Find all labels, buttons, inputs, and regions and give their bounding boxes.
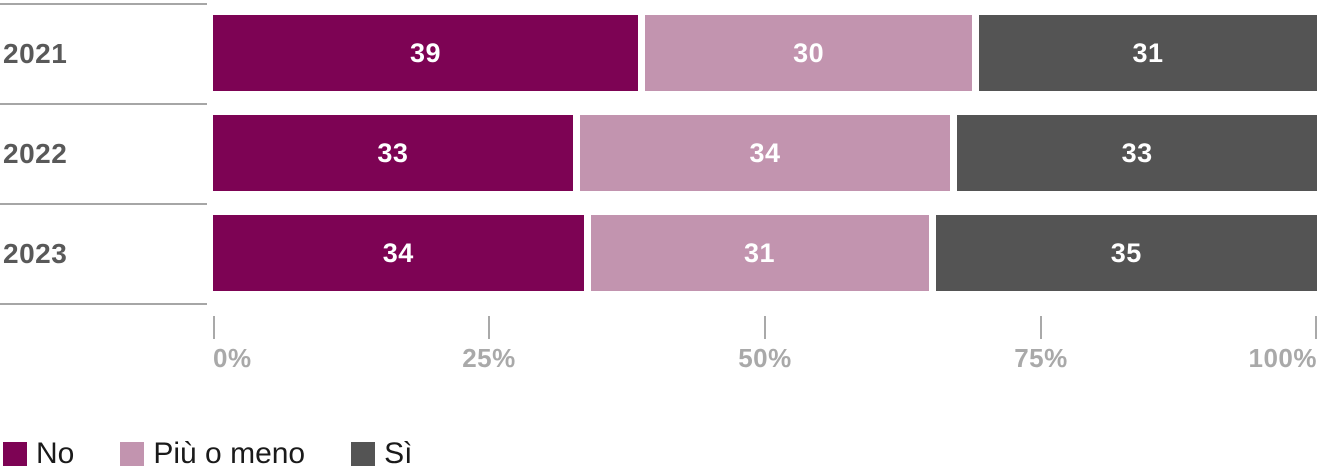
bar-segment-sì: 31 (979, 15, 1317, 91)
axis-tick-label: 100% (1248, 343, 1317, 373)
category-label-cell: 2021 (0, 3, 207, 103)
bar-segment-sì: 35 (935, 215, 1317, 291)
stacked-bar: 39 30 31 (213, 15, 1317, 91)
axis-tick (488, 316, 490, 339)
chart-legend: No Più o meno Sì (3, 437, 412, 471)
stacked-bar: 33 34 33 (213, 115, 1317, 191)
bar-segment-più-o-meno: 30 (645, 15, 973, 91)
category-separator-line (0, 303, 207, 305)
category-label: 2023 (3, 238, 68, 269)
axis-tick (764, 316, 766, 339)
legend-item-no: No (3, 437, 74, 471)
axis-tick (1315, 316, 1317, 339)
legend-label: No (36, 437, 75, 470)
segment-value-label: 33 (1121, 137, 1153, 168)
category-label-cell: 2022 (0, 103, 207, 203)
axis-tick (213, 316, 215, 339)
segment-value-label: 35 (1110, 237, 1142, 268)
legend-label: Più o meno (153, 437, 306, 470)
x-axis: 0% 25% 50% 75% 100% (213, 316, 1317, 378)
bar-segment-più-o-meno: 34 (579, 115, 951, 191)
legend-swatch-icon (3, 442, 27, 466)
chart-row: 2023 34 31 35 (0, 203, 1324, 303)
segment-value-label: 34 (749, 137, 781, 168)
legend-item-sì: Sì (351, 437, 412, 471)
axis-tick (1040, 316, 1042, 339)
segment-value-label: 31 (1132, 37, 1164, 68)
bar-cell: 33 34 33 (213, 103, 1317, 203)
segment-value-label: 39 (410, 37, 442, 68)
stacked-bar: 34 31 35 (213, 215, 1317, 291)
chart-row: 2021 39 30 31 (0, 3, 1324, 103)
legend-label: Sì (384, 437, 413, 470)
bar-segment-no: 33 (213, 115, 573, 191)
bar-segment-più-o-meno: 31 (590, 215, 929, 291)
bar-segment-no: 34 (213, 215, 584, 291)
legend-swatch-icon (351, 442, 376, 466)
category-label: 2022 (3, 138, 68, 169)
chart-row: 2022 33 34 33 (0, 103, 1324, 203)
axis-tick-label: 0% (213, 343, 252, 373)
segment-value-label: 34 (382, 237, 414, 268)
segment-value-label: 30 (793, 37, 825, 68)
bar-segment-no: 39 (213, 15, 639, 91)
bar-cell: 34 31 35 (213, 203, 1317, 303)
bar-segment-sì: 33 (957, 115, 1317, 191)
legend-item-più-o-meno: Più o meno (120, 437, 305, 471)
axis-tick-label: 50% (738, 343, 792, 373)
axis-tick-label: 75% (1014, 343, 1068, 373)
category-label-cell: 2023 (0, 203, 207, 303)
segment-value-label: 33 (377, 137, 409, 168)
category-label: 2021 (3, 38, 68, 69)
segment-value-label: 31 (744, 237, 776, 268)
bar-cell: 39 30 31 (213, 3, 1317, 103)
bar-rows: 2021 39 30 31 2022 33 34 33 2023 34 31 35 (0, 3, 1324, 303)
legend-swatch-icon (120, 442, 145, 466)
axis-tick-label: 25% (462, 343, 516, 373)
